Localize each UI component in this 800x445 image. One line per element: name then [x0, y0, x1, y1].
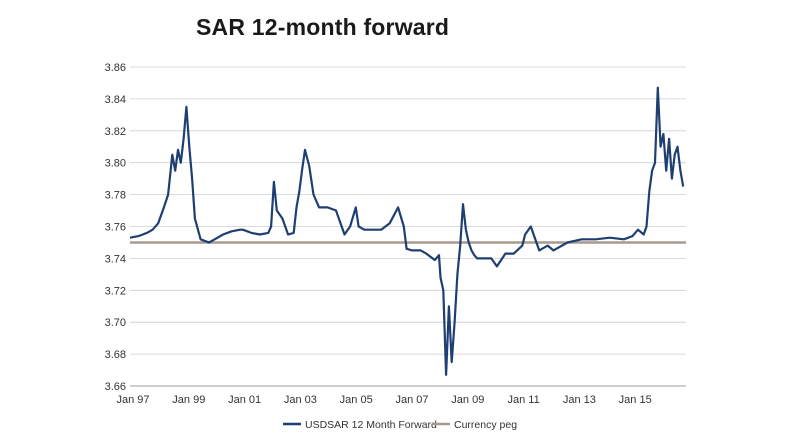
x-tick-label: Jan 01: [228, 394, 261, 406]
y-tick-label: 3.86: [105, 62, 126, 74]
x-tick-label: Jan 03: [284, 394, 317, 406]
x-tick-label: Jan 99: [172, 394, 205, 406]
y-tick-label: 3.70: [105, 317, 126, 329]
x-tick-label: Jan 97: [116, 394, 149, 406]
x-tick-label: Jan 11: [507, 394, 539, 406]
y-tick-label: 3.76: [105, 222, 126, 234]
series-lines: [129, 86, 686, 376]
y-tick-label: 3.68: [105, 349, 126, 361]
x-tick-label: Jan 09: [451, 394, 484, 406]
legend: USDSAR 12 Month Forward Currency peg: [283, 419, 517, 431]
y-tick-label: 3.66: [105, 381, 126, 393]
series-line-forward: [129, 86, 685, 376]
y-tick-label: 3.74: [105, 253, 126, 265]
y-tick-label: 3.72: [105, 285, 126, 297]
x-axis-ticks: Jan 97 Jan 99 Jan 01 Jan 03 Jan 05 Jan 07 Jan …: [116, 394, 651, 406]
chart-title: SAR 12-month forward: [196, 14, 450, 40]
y-tick-label: 3.78: [105, 190, 126, 202]
x-tick-label: Jan 05: [340, 394, 373, 406]
gridlines: [130, 66, 686, 387]
x-tick-label: Jan 15: [619, 394, 652, 406]
y-tick-label: 3.80: [105, 158, 126, 170]
y-tick-label: 3.82: [105, 126, 126, 138]
legend-label: Currency peg: [454, 419, 517, 431]
x-tick-label: Jan 07: [395, 394, 428, 406]
x-tick-label: Jan 13: [563, 394, 596, 406]
y-axis-ticks: 3.86 3.84 3.82 3.80 3.78 3.76 3.74 3.72 3.70 3.68…: [105, 62, 126, 393]
y-tick-label: 3.84: [105, 94, 126, 106]
legend-label: USDSAR 12 Month Forward: [305, 419, 437, 431]
